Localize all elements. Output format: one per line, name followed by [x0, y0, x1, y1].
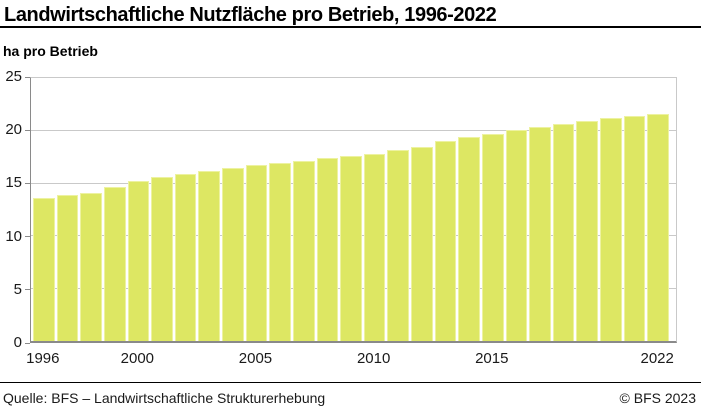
x-tick-label-2000: 2000 [120, 350, 155, 367]
bar-2010 [363, 153, 386, 341]
bar-2007 [292, 161, 315, 341]
x-tick-label-2015: 2015 [475, 350, 509, 367]
bar-2014 [458, 136, 480, 341]
bar-2006 [269, 163, 291, 341]
bar-2021 [623, 115, 646, 341]
bar-2005 [245, 165, 268, 341]
bar-2004 [222, 168, 244, 341]
bar-1997 [56, 194, 79, 341]
bar-2009 [340, 155, 362, 341]
bar-2002 [174, 173, 197, 341]
x-tick-label-2022: 2022 [640, 350, 674, 367]
copyright-text: © BFS 2023 [619, 390, 696, 406]
bar-2000 [127, 181, 150, 341]
bar-2022 [647, 113, 669, 341]
bar-1998 [80, 192, 102, 341]
gridline-20 [31, 130, 676, 132]
bar-2003 [198, 170, 220, 341]
bar-2019 [576, 121, 598, 341]
bar-2012 [411, 147, 433, 341]
bar-2018 [552, 124, 575, 341]
y-tick-label-25: 25 [5, 68, 22, 86]
y-tick-mark [25, 129, 30, 131]
bar-2020 [600, 117, 622, 341]
x-axis-labels: 1996 2000 2005 2010 2015 2022 [26, 350, 677, 371]
x-tick-label-2010: 2010 [356, 350, 391, 367]
bar-2001 [151, 176, 173, 341]
bar-1999 [103, 187, 126, 341]
y-tick-mark [25, 182, 30, 184]
bar-2017 [529, 127, 551, 341]
y-tick-mark [25, 289, 30, 291]
x-tick-label-1996: 1996 [26, 350, 60, 367]
bar-2015 [481, 133, 504, 341]
y-tick-label-5: 5 [13, 280, 22, 298]
bars-container [31, 78, 676, 341]
y-tick-label-0: 0 [13, 334, 22, 352]
x-tick-label-2005: 2005 [238, 350, 273, 367]
bar-1996 [33, 197, 55, 341]
y-tick-label-15: 15 [5, 174, 22, 192]
bar-2008 [316, 157, 339, 341]
chart-title: Landwirtschaftliche Nutzfläche pro Betri… [4, 4, 497, 26]
y-tick-label-10: 10 [5, 227, 22, 245]
footer-rule [0, 382, 701, 383]
y-tick-mark [25, 236, 30, 238]
title-rule [0, 26, 701, 28]
y-tick-mark [25, 342, 30, 344]
bar-2011 [387, 149, 409, 341]
plot-area [30, 77, 677, 343]
source-text: Quelle: BFS – Landwirtschaftliche Strukt… [3, 390, 326, 406]
y-tick-mark [25, 76, 30, 78]
bar-2013 [434, 141, 457, 341]
y-axis: 0 5 10 15 20 25 [0, 69, 30, 350]
y-axis-unit-label: ha pro Betrieb [3, 43, 98, 59]
y-tick-label-20: 20 [5, 121, 22, 139]
bar-2016 [505, 129, 528, 341]
